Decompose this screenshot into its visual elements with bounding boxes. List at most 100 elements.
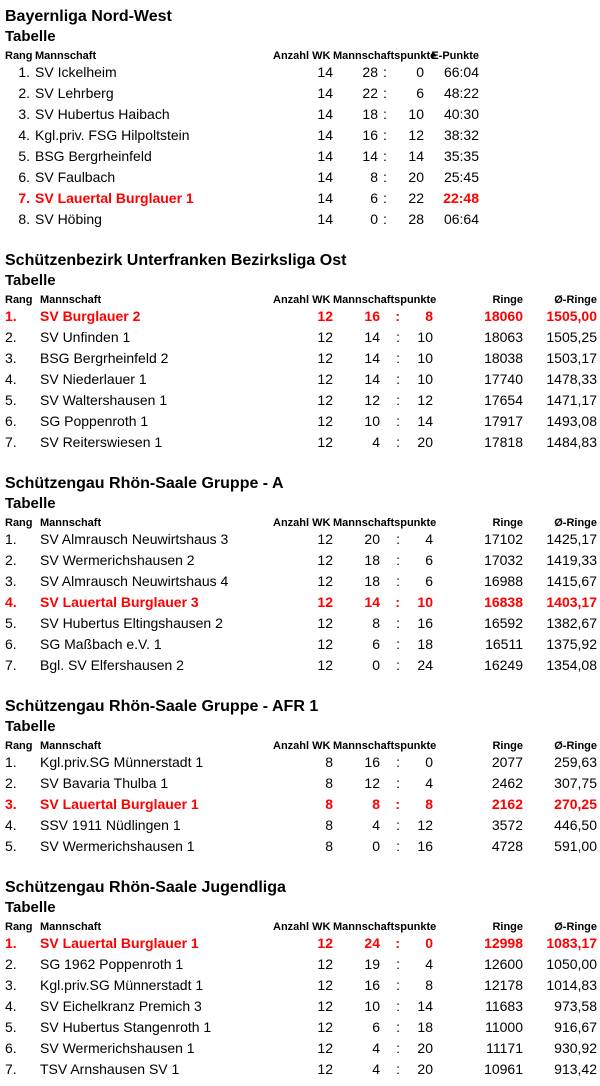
header-avg-ringe: Ø-Ringe: [554, 517, 597, 529]
table-row: 7. SV Lauertal Burglauer 1 14 6: 22 22:48: [0, 188, 600, 209]
header-e-punkte: E-Punkte: [431, 50, 479, 62]
cell-rank: 2.: [5, 552, 17, 568]
cell-punkte-won: 14: [362, 148, 378, 164]
cell-punkte-lost: 20: [417, 1061, 433, 1077]
table-row: 3. SV Lauertal Burglauer 1 8 8:8 2162 270,25: [0, 794, 600, 815]
section-bezirksliga-ost: Schützenbezirk Unterfranken Bezirksliga …: [0, 250, 600, 453]
cell-e-punkte: 66:04: [443, 64, 479, 80]
cell-avg-ringe: 1505,25: [546, 329, 597, 345]
cell-separator: :: [395, 935, 400, 951]
cell-separator: :: [396, 1040, 400, 1056]
table-row: 7. TSV Arnshausen SV 1 12 4: 20 10961 913,42: [0, 1059, 600, 1080]
cell-team: TSV Arnshausen SV 1: [40, 1061, 180, 1077]
table-row: 7. SV Reiterswiesen 1 12 4: 20 17818 1484,83: [0, 432, 600, 453]
header-ringe: Ringe: [492, 294, 523, 306]
cell-separator: :: [396, 1019, 400, 1035]
cell-anzahl-wk: 14: [317, 127, 333, 143]
cell-ringe: 10961: [484, 1061, 523, 1077]
cell-punkte-won: 18: [362, 106, 378, 122]
cell-punkte-won: 8: [372, 796, 380, 812]
table-row: 8. SV Höbing 14 0: 28 06:64: [0, 209, 600, 230]
cell-rank: 1.: [18, 64, 30, 80]
header-rang: Rang: [5, 50, 33, 62]
cell-punkte-lost: 16: [417, 615, 433, 631]
cell-separator: :: [395, 796, 400, 812]
table-row: 3. Kgl.priv.SG Münnerstadt 1 12 16: 8 12178 10…: [0, 975, 600, 996]
cell-team: SV Wermerichshausen 1: [40, 838, 195, 854]
cell-separator: :: [396, 998, 400, 1014]
header-ringe: Ringe: [492, 517, 523, 529]
header-anzahl-wk: Anzahl WK: [273, 921, 331, 933]
cell-punkte-lost: 8: [425, 796, 433, 812]
header-mannschaftspunkte: Mannschaftspunkte: [333, 294, 437, 306]
cell-avg-ringe: 930,92: [554, 1040, 597, 1056]
cell-punkte-lost: 4: [425, 775, 433, 791]
cell-punkte-lost: 6: [425, 573, 433, 589]
table-row: 5. SV Waltershausen 1 12 12:12 17654 1471,17: [0, 390, 600, 411]
table-body: 1. Kgl.priv.SG Münnerstadt 1 8 16:0 2077 259,…: [0, 752, 600, 857]
cell-avg-ringe: 270,25: [554, 796, 597, 812]
cell-avg-ringe: 1083,17: [546, 935, 597, 951]
cell-ringe: 11171: [486, 1040, 523, 1056]
cell-punkte-won: 24: [364, 935, 380, 951]
cell-rank: 1.: [5, 531, 17, 547]
cell-punkte-lost: 18: [417, 636, 433, 652]
header-anzahl-wk: Anzahl WK: [273, 50, 331, 62]
cell-separator: :: [396, 350, 400, 366]
cell-team: SV Hubertus Haibach: [35, 106, 170, 122]
cell-anzahl-wk: 12: [317, 615, 333, 631]
cell-avg-ringe: 973,58: [554, 998, 597, 1014]
cell-separator: :: [396, 371, 400, 387]
cell-separator: :: [396, 413, 400, 429]
cell-anzahl-wk: 12: [317, 573, 333, 589]
cell-team: SV Lauertal Burglauer 3: [40, 594, 199, 610]
cell-separator: :: [383, 211, 387, 227]
cell-punkte-lost: 22: [408, 190, 424, 206]
cell-avg-ringe: 1478,33: [546, 371, 597, 387]
section-bayernliga: Bayernliga Nord-West Tabelle Rang Mannsc…: [0, 6, 600, 230]
cell-team: SV Niederlauer 1: [40, 371, 147, 387]
cell-anzahl-wk: 12: [317, 552, 333, 568]
header-mannschaftspunkte: Mannschaftspunkte: [333, 921, 437, 933]
cell-ringe: 11683: [485, 998, 523, 1014]
table-row: 6. SV Wermerichshausen 1 12 4: 20 11171 930,92: [0, 1038, 600, 1059]
table-row: 1. SV Almrausch Neuwirtshaus 3 12 20: 4 17102…: [0, 529, 600, 550]
cell-anzahl-wk: 8: [325, 796, 333, 812]
cell-anzahl-wk: 14: [317, 64, 333, 80]
cell-punkte-won: 14: [364, 371, 380, 387]
cell-ringe: 17917: [484, 413, 523, 429]
cell-team: Bgl. SV Elfershausen 2: [40, 657, 184, 673]
cell-team: Kgl.priv.SG Münnerstadt 1: [40, 977, 204, 993]
cell-punkte-lost: 14: [417, 998, 433, 1014]
header-mannschaftspunkte: Mannschaftspunkte: [333, 50, 437, 62]
cell-punkte-won: 4: [372, 817, 380, 833]
cell-separator: :: [396, 754, 400, 770]
table-row: 1. SV Ickelheim 14 28: 0 66:04: [0, 62, 600, 83]
cell-avg-ringe: 1415,67: [546, 573, 597, 589]
cell-separator: :: [395, 594, 400, 610]
cell-punkte-lost: 28: [408, 211, 424, 227]
header-ringe: Ringe: [492, 740, 523, 752]
cell-avg-ringe: 591,00: [554, 838, 597, 854]
cell-punkte-won: 0: [370, 211, 378, 227]
cell-anzahl-wk: 14: [317, 148, 333, 164]
cell-rank: 5.: [5, 392, 17, 408]
cell-avg-ringe: 1493,08: [546, 413, 597, 429]
table-row: 2. SV Lehrberg 14 22: 6 48:22: [0, 83, 600, 104]
cell-punkte-won: 14: [364, 594, 380, 610]
cell-rank: 3.: [5, 350, 17, 366]
table-row: 7. Bgl. SV Elfershausen 2 12 0: 24 16249 1354,…: [0, 655, 600, 676]
cell-punkte-won: 0: [372, 657, 380, 673]
cell-avg-ringe: 1503,17: [546, 350, 597, 366]
cell-separator: :: [383, 169, 387, 185]
cell-punkte-lost: 10: [408, 106, 424, 122]
table-body: 1. SV Ickelheim 14 28:0 66:04 2. SV Lehrberg 14…: [0, 62, 600, 230]
cell-avg-ringe: 1505,00: [546, 308, 597, 324]
table-body: 1. SV Almrausch Neuwirtshaus 3 12 20: 4 17102…: [0, 529, 600, 676]
cell-avg-ringe: 1375,92: [546, 636, 597, 652]
cell-punkte-lost: 14: [417, 413, 433, 429]
cell-rank: 5.: [5, 615, 17, 631]
cell-punkte-lost: 18: [417, 1019, 433, 1035]
cell-rank: 5.: [5, 1019, 17, 1035]
cell-team: SV Hubertus Eltingshausen 2: [40, 615, 223, 631]
